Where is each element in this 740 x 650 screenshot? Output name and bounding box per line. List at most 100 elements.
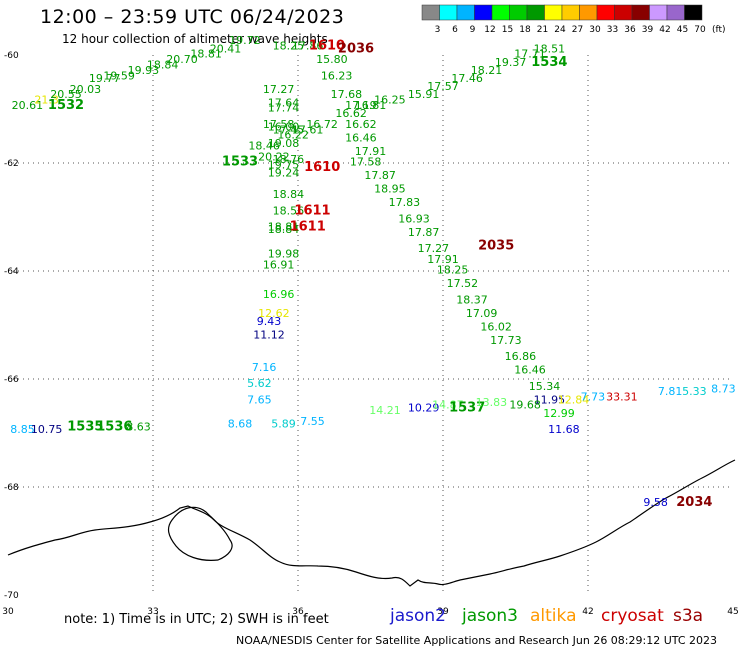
wave-height-label: 17.19: [345, 99, 377, 112]
wave-height-label: 16.02: [480, 320, 512, 333]
wave-height-label: 17.71: [514, 48, 546, 61]
wave-height-label: 19.37: [495, 56, 527, 69]
grid-lines: [8, 55, 733, 595]
colorbar-swatch: [439, 4, 458, 21]
wave-height-label: 20.22: [258, 150, 290, 163]
colorbar-label: 24: [554, 25, 566, 35]
wave-height-label: 8.85: [10, 423, 35, 436]
wave-height-label: 19.24: [268, 167, 300, 180]
wave-height-label: 16.62: [335, 107, 367, 120]
satellite-legend-altika: altika: [530, 606, 577, 626]
wave-height-label: 5.62: [247, 377, 272, 390]
wave-height-label: 19.77: [89, 72, 121, 85]
wave-height-label: 11.68: [548, 423, 580, 436]
wave-height-label: 19.68: [509, 399, 541, 412]
colorbar-swatch: [491, 4, 510, 21]
coastline-shape: [7, 459, 736, 587]
colorbar-swatch: [474, 4, 493, 21]
data-points: 20.6121.3153220.5520.0319.7719.5919.9318…: [10, 34, 735, 510]
wave-height-label: 12.99: [543, 407, 575, 420]
wave-height-label: 17.27: [263, 83, 295, 96]
pass-time-label: 2034: [676, 495, 712, 510]
pass-time-label: 1610: [304, 160, 340, 175]
y-tick-label: -68: [4, 483, 19, 493]
wave-height-label: 15.80: [316, 53, 348, 66]
x-tick-label: 36: [292, 607, 304, 617]
wave-height-label: 16.25: [374, 94, 406, 107]
colorbar-swatch: [649, 4, 668, 21]
pass-time-label: 2035: [478, 238, 514, 253]
wave-height-label: 10.75: [31, 423, 63, 436]
wave-height-label: 16.22: [277, 129, 309, 142]
colorbar-label: 36: [624, 25, 636, 35]
page-subtitle: 12 hour collection of altimeter wave hei…: [62, 32, 328, 46]
wave-height-label: 7.81: [658, 385, 683, 398]
axis-labels: 30 33 36 39 42 45 -60 -62 -64 -66 -68 -70: [2, 51, 738, 617]
wave-height-label: 18.37: [456, 293, 488, 306]
colorbar-swatch: [666, 4, 685, 21]
wave-height-label: 16.72: [306, 118, 338, 131]
satellite-legend-cryosat: cryosat: [601, 606, 664, 626]
footer-credit: NOAA/NESDIS Center for Satellite Applica…: [236, 634, 718, 647]
wave-height-label: 20.61: [12, 99, 44, 112]
colorbar-label: 33: [607, 25, 618, 35]
wave-height-label: 9.58: [643, 496, 668, 509]
y-tick-label: -70: [4, 591, 19, 601]
colorbar-swatch: [526, 4, 545, 21]
colorbar-label: 18: [519, 25, 531, 35]
satellite-legend-jason2: jason2: [390, 606, 446, 626]
wave-height-label: 18.76: [273, 153, 305, 166]
wave-height-label: 7.16: [252, 361, 277, 374]
wave-height-label: 19.59: [103, 69, 135, 82]
wave-height-label: 20.55: [50, 88, 82, 101]
x-tick-label: 33: [147, 607, 158, 617]
wave-height-label: 17.91: [427, 253, 459, 266]
y-tick-label: -62: [4, 159, 19, 169]
colorbar-label: 30: [589, 25, 601, 35]
colorbar-label: 42: [659, 25, 670, 35]
pass-time-label: 2036: [338, 41, 374, 56]
wave-height-label: 7.65: [247, 393, 272, 406]
wave-height-label: 21.3: [34, 94, 59, 107]
colorbar-swatch: [544, 4, 563, 21]
wave-height-label: 17.09: [466, 307, 498, 320]
footer-note: note: 1) Time is in UTC; 2) SWH is in fe…: [64, 612, 329, 627]
y-tick-label: -60: [4, 51, 19, 61]
wave-height-label: 20.41: [210, 42, 242, 55]
wave-height-label: 9.43: [257, 315, 282, 328]
satellite-legend-jason3: jason3: [462, 606, 518, 626]
x-tick-label: 30: [2, 607, 14, 617]
wave-height-label: 19.75: [268, 158, 300, 171]
wave-height-label: 18.81: [190, 48, 222, 61]
wave-height-label: 14.87: [432, 399, 464, 412]
wave-height-label: 19.93: [128, 64, 160, 77]
colorbar-swatch: [421, 4, 440, 21]
pass-time-label: 1535: [67, 419, 103, 434]
wave-height-label: 17.58: [263, 118, 295, 131]
wave-height-label: 18.25: [273, 40, 305, 53]
wave-height-label: 33.31: [606, 391, 638, 404]
wave-height-label: 16.46: [514, 364, 546, 377]
wave-height-label: 19.72: [229, 34, 261, 47]
colorbar-label: 15: [502, 25, 513, 35]
wave-height-label: 16.93: [398, 212, 430, 225]
pass-time-label: 1537: [449, 400, 485, 415]
island-shape: [167, 506, 233, 561]
wave-height-label: 20.03: [70, 83, 102, 96]
wave-height-label: 15.91: [408, 88, 440, 101]
pass-time-label: 1611: [290, 220, 326, 235]
colorbar-label: 6: [452, 25, 458, 35]
wave-height-label: 17.58: [350, 156, 382, 169]
colorbar-label: 9: [470, 25, 476, 35]
wave-height-label: 17.86: [292, 40, 324, 53]
wave-height-label: 10.29: [408, 401, 440, 414]
colorbar-swatch: [596, 4, 615, 21]
wave-height-label: 17.68: [331, 88, 363, 101]
colorbar-swatch: [684, 4, 703, 21]
wave-height-label: 18.46: [248, 140, 280, 153]
pass-time-label: 1611: [294, 203, 330, 218]
wave-height-label: 17.64: [268, 96, 300, 109]
wave-height-label: 17.91: [355, 145, 387, 158]
wave-height-label: 8.73: [711, 383, 736, 396]
colorbar-label: 27: [572, 25, 583, 35]
